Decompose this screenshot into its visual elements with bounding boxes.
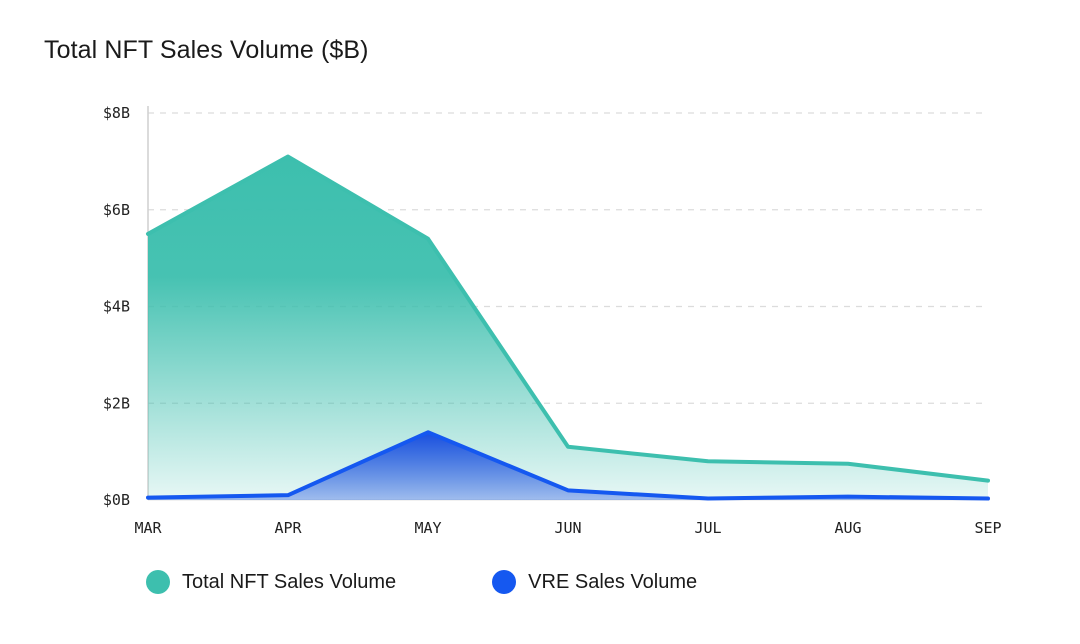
- y-tick-label: $0B: [103, 491, 130, 509]
- y-tick-label: $8B: [103, 104, 130, 122]
- x-tick-label: MAY: [414, 519, 441, 537]
- area-total: [148, 156, 988, 500]
- legend-label-vre: VRE Sales Volume: [528, 570, 698, 593]
- legend-swatch-vre: [492, 570, 517, 594]
- x-tick-label: AUG: [834, 519, 861, 537]
- legend: Total NFT Sales Volume VRE Sales Volume: [146, 570, 793, 594]
- y-tick-label: $4B: [103, 298, 130, 316]
- legend-label-total: Total NFT Sales Volume: [182, 570, 397, 593]
- legend-swatch-total: [146, 570, 170, 594]
- x-tick-label: APR: [274, 519, 302, 537]
- legend-item-total: Total NFT Sales Volume: [146, 570, 396, 594]
- y-tick-label: $6B: [103, 201, 130, 219]
- x-tick-label: MAR: [134, 519, 162, 537]
- x-tick-label: JUL: [694, 519, 721, 537]
- area-vre: [148, 432, 988, 500]
- x-tick-label: SEP: [974, 519, 1001, 537]
- legend-item-vre: VRE Sales Volume: [492, 570, 697, 594]
- y-tick-label: $2B: [103, 394, 130, 412]
- chart-title: Total NFT Sales Volume ($B): [44, 36, 369, 64]
- x-tick-label: JUN: [554, 519, 581, 537]
